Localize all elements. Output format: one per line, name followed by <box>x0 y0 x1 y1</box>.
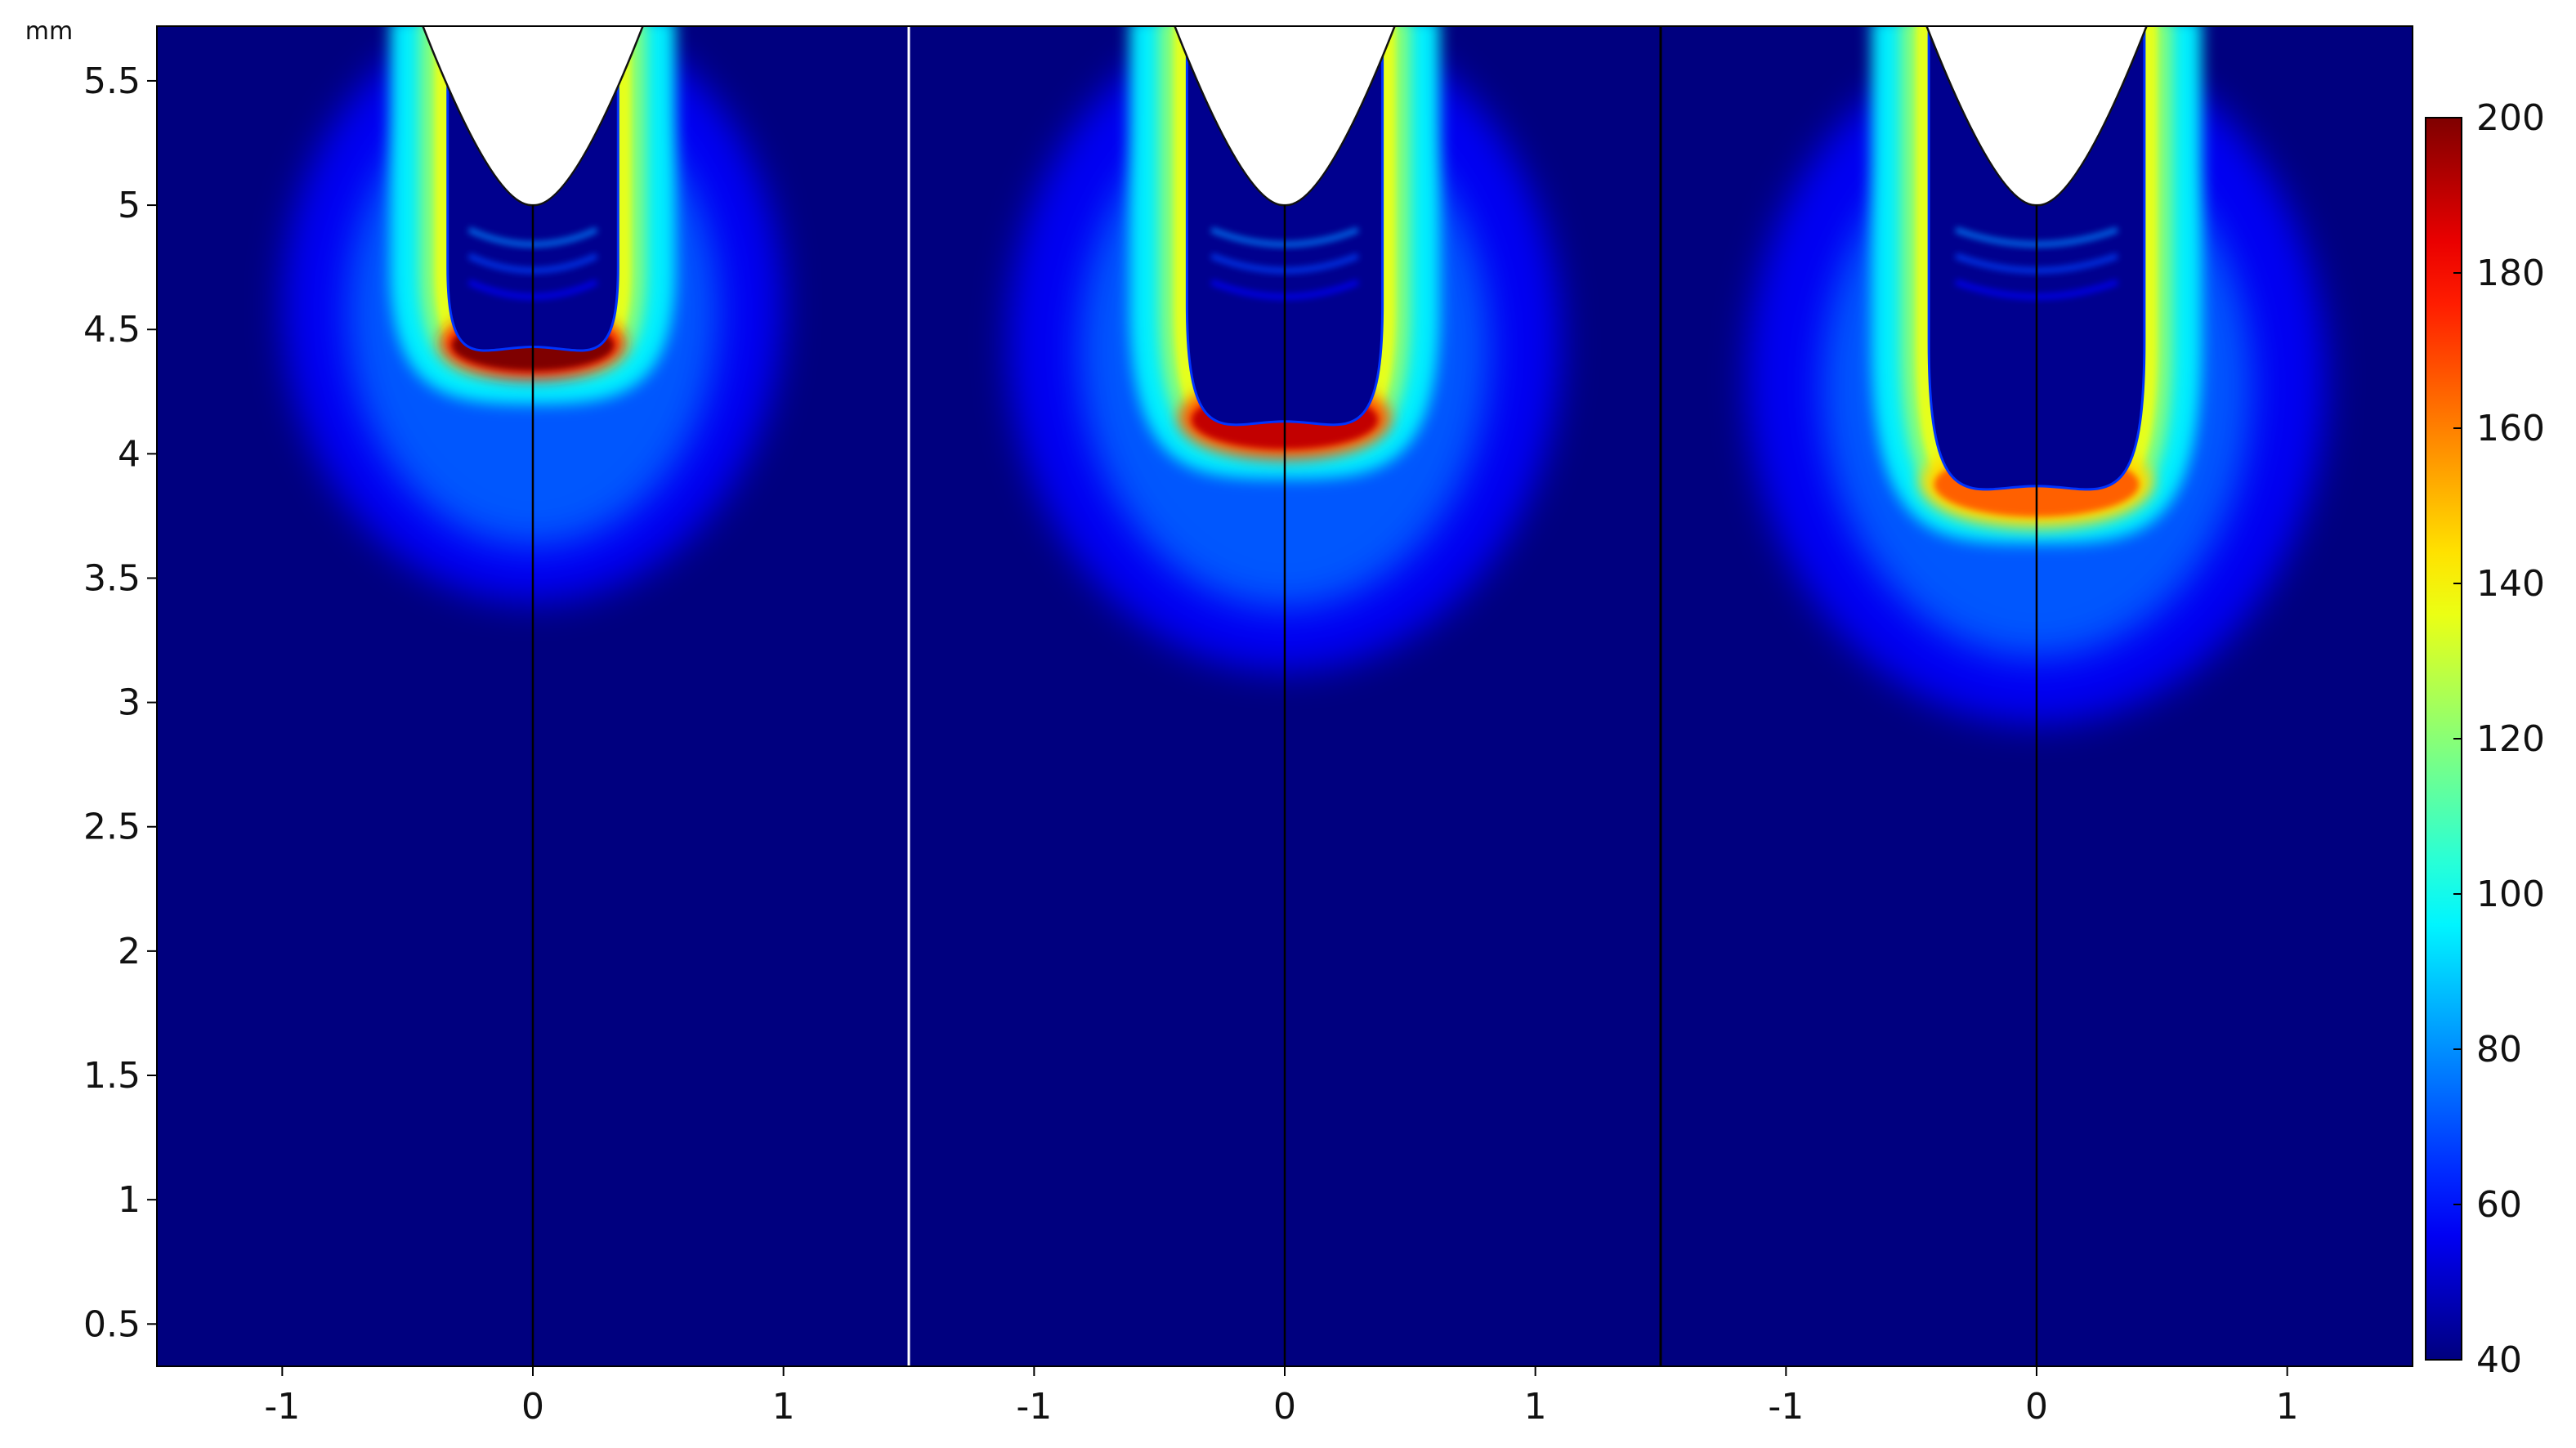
x-tick-label: 0 <box>1273 1386 1296 1428</box>
plot-border <box>156 25 2413 1367</box>
heatmap-panel <box>909 26 1661 1366</box>
heatmap-panel <box>157 26 909 1366</box>
x-tick-label: 0 <box>521 1386 544 1428</box>
colorbar-tick-label: 40 <box>2476 1339 2522 1381</box>
heatmap-panels <box>157 26 2413 1366</box>
plot-frame <box>156 25 2413 1367</box>
y-axis-ticks: 0.5 1 1.5 2 2.5 3 3.5 4 4.5 5 5.5 <box>83 60 157 1345</box>
y-tick-label: 5.5 <box>83 60 141 102</box>
x-tick-label: 1 <box>1524 1386 1547 1428</box>
colorbar-tick-label: 60 <box>2476 1184 2522 1226</box>
y-tick-label: 2.5 <box>83 807 141 848</box>
x-tick-label: -1 <box>264 1386 300 1428</box>
x-tick-label: -1 <box>1016 1386 1052 1428</box>
y-tick-label: 3.5 <box>83 557 141 599</box>
x-axis-ticks: -1 0 1 -1 0 1 -1 0 1 <box>264 1366 2299 1428</box>
colorbar-tick-label: 140 <box>2476 563 2545 605</box>
colorbar-ticks: 40 60 80 100 120 140 160 180 200 <box>2453 97 2545 1381</box>
y-tick-label: 5 <box>118 185 141 226</box>
colorbar-tick-label: 200 <box>2476 97 2545 139</box>
colorbar-tick-label: 180 <box>2476 253 2545 294</box>
colorbar: 40 60 80 100 120 140 160 180 200 <box>2425 97 2545 1381</box>
heatmap-panel <box>1661 26 2413 1366</box>
y-tick-label: 3 <box>118 682 141 724</box>
y-tick-label: 1.5 <box>83 1055 141 1097</box>
x-tick-label: 1 <box>2276 1386 2299 1428</box>
colorbar-tick-label: 160 <box>2476 408 2545 449</box>
y-tick-label: 4 <box>118 433 141 475</box>
y-tick-label: 1 <box>118 1179 141 1221</box>
x-tick-label: -1 <box>1768 1386 1804 1428</box>
colorbar-tick-label: 100 <box>2476 874 2545 915</box>
y-tick-label: 4.5 <box>83 309 141 351</box>
x-tick-label: 0 <box>2025 1386 2048 1428</box>
colorbar-tick-label: 120 <box>2476 718 2545 760</box>
y-tick-label: 2 <box>118 931 141 972</box>
x-tick-label: 1 <box>772 1386 795 1428</box>
colorbar-tick-label: 80 <box>2476 1029 2522 1070</box>
y-unit-label: mm <box>25 17 73 46</box>
y-tick-label: 0.5 <box>83 1303 141 1345</box>
